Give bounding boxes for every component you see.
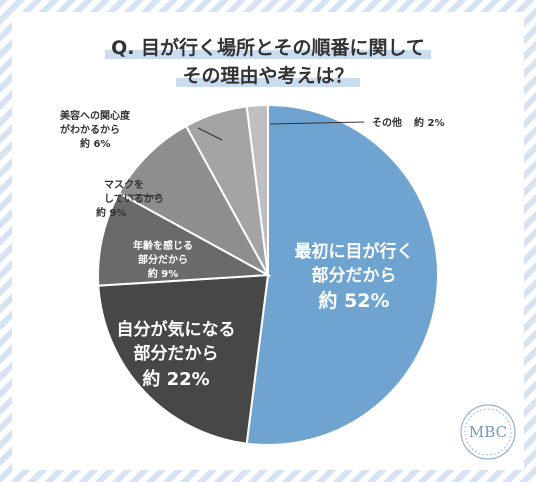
slice-label-0-line-0: 最初に目が行く [295, 241, 414, 262]
slice-label-4-line-0: 美容への関心度 [60, 109, 131, 122]
slice-value-2: 約 9% [148, 267, 178, 280]
logo-text: MBC [469, 423, 507, 441]
slice-value-1: 約 22% [142, 368, 209, 390]
slice-value-0: 約 52% [318, 289, 389, 312]
slice-label-2-line-1: 部分だから [138, 253, 188, 266]
title-line-2: その理由や考えは？ [176, 62, 360, 90]
pie-slice-5 [245, 103, 269, 276]
slice-value-5: 約 2% [414, 116, 444, 129]
slice-value-4: 約 6% [80, 137, 110, 150]
chart-title: Q. 目が行く場所とその順番に関して その理由や考えは？ [12, 34, 524, 90]
slice-label-4-line-1: がわかるから [60, 123, 120, 136]
slice-label-2-line-0: 年齢を感じる [133, 239, 193, 252]
pie-slice-3 [117, 124, 271, 278]
slice-label-1-line-0: 自分が気になる [117, 319, 236, 340]
mbc-logo: MBC [460, 404, 516, 460]
slice-label-3-line-0: マスクを [104, 179, 144, 191]
pie-slice-1 [97, 273, 270, 445]
chart-card: Q. 目が行く場所とその順番に関して その理由や考えは？ 最初に目が行く 部分だか… [12, 12, 524, 470]
slice-label-3-line-1: しているから [104, 193, 164, 205]
slice-label-1-line-1: 部分だから [134, 343, 219, 364]
pie-slice-2 [97, 191, 272, 287]
leader-line-4 [197, 127, 223, 141]
slice-value-3: 約 9% [96, 206, 126, 219]
leader-line-3 [127, 194, 163, 197]
slice-label-5-line-0: その他 [372, 116, 402, 129]
title-line-1: Q. 目が行く場所とその順番に関して [105, 34, 431, 62]
slice-label-0-line-1: 部分だから [312, 265, 397, 286]
leader-line-5 [269, 121, 365, 125]
